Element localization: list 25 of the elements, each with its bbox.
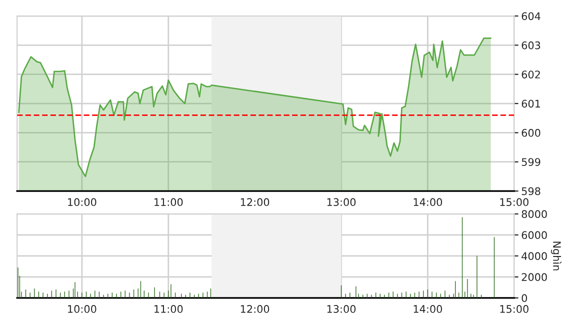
- y-tick-label: 600: [522, 128, 540, 137]
- x-tick-label: 11:00: [154, 198, 183, 206]
- x-tick-label: 13:00: [327, 198, 356, 206]
- y-tick-label: 8000: [522, 210, 547, 218]
- x-tick-label: 14:00: [414, 305, 442, 313]
- y-tick-label: 598: [522, 187, 540, 196]
- x-tick-label: 12:00: [240, 305, 270, 313]
- y-tick-label: 602: [522, 70, 540, 78]
- y-tick-label: 2000: [522, 273, 547, 282]
- y-tick-label: 4000: [522, 252, 547, 260]
- x-tick-label: 14:00: [414, 198, 442, 206]
- y-tick-label: 599: [522, 158, 540, 166]
- y-tick-label: 603: [522, 41, 540, 50]
- x-tick-label: 15:00: [500, 198, 528, 206]
- y-tick-label: 0: [522, 294, 528, 302]
- x-tick-label: 10:00: [68, 305, 96, 313]
- y-axis-title: Nghìn: [550, 242, 562, 270]
- x-tick-label: 15:00: [500, 305, 528, 313]
- x-tick-label: 13:00: [327, 305, 356, 313]
- y-tick-label: 604: [522, 12, 540, 20]
- x-tick-label: 11:00: [154, 305, 183, 313]
- x-tick-label: 12:00: [240, 198, 270, 206]
- y-tick-label: 6000: [522, 231, 547, 240]
- x-tick-label: 10:00: [68, 198, 96, 206]
- y-tick-label: 601: [522, 100, 540, 108]
